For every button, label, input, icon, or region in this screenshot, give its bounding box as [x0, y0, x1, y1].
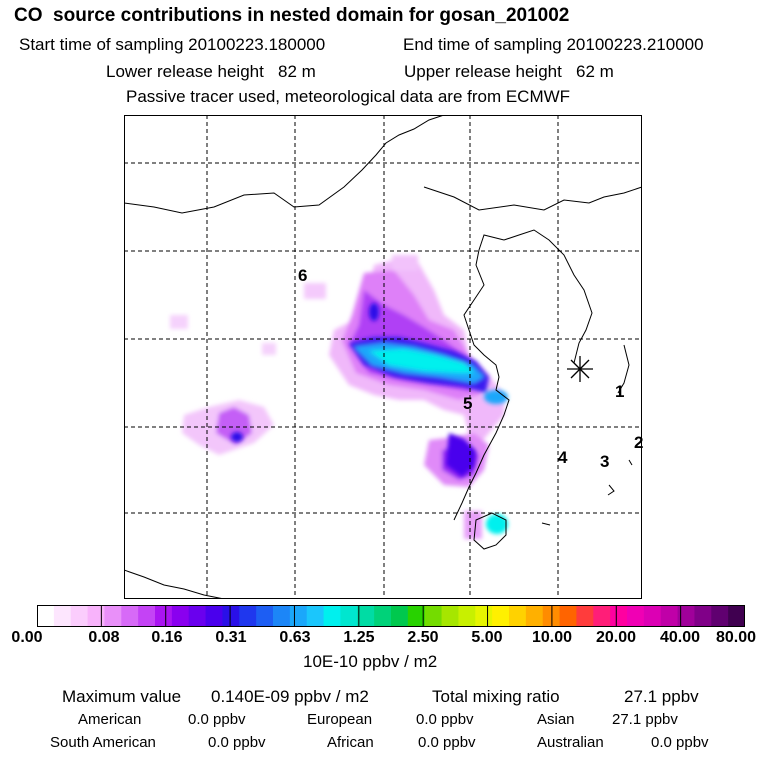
source-value: 0.0 ppbv — [651, 734, 709, 751]
source-value: 0.0 ppbv — [418, 734, 476, 751]
colorbar-tick: 80.00 — [715, 629, 757, 646]
colorbar-swatch — [492, 605, 510, 627]
max-value-label: Maximum value — [62, 687, 182, 706]
colorbar-swatch — [627, 605, 645, 627]
colorbar-swatch — [155, 605, 173, 627]
concentration-core — [231, 303, 508, 534]
colorbar-frame — [37, 605, 745, 627]
colorbar-swatch — [475, 605, 493, 627]
colorbar-swatch — [138, 605, 156, 627]
source-value: 0.0 ppbv — [188, 711, 246, 728]
colorbar-swatch — [610, 605, 628, 627]
colorbar-swatch — [694, 605, 712, 627]
colorbar-swatch — [559, 605, 578, 627]
colorbar-swatch — [407, 605, 426, 627]
colorbar-tick: 0.16 — [151, 629, 183, 646]
tracer-note: Passive tracer used, meteorological data… — [126, 87, 571, 106]
colorbar-swatch — [323, 605, 342, 627]
colorbar-swatch — [70, 605, 89, 627]
colorbar-swatch — [273, 605, 291, 627]
colorbar-swatch — [593, 605, 611, 627]
colorbar-tick: 40.00 — [659, 629, 701, 646]
colorbar-swatch — [525, 605, 544, 627]
total-mixing-label: Total mixing ratio — [432, 687, 560, 706]
total-mixing-value: 27.1 ppbv — [624, 687, 699, 706]
colorbar-tick: 0.08 — [88, 629, 120, 646]
colorbar-swatch — [340, 605, 358, 627]
colorbar-swatch — [121, 605, 139, 627]
source-name: South American — [50, 734, 156, 751]
colorbar-swatch — [728, 605, 745, 627]
end-time: End time of sampling 20100223.210000 — [403, 35, 704, 54]
colorbar-swatch — [660, 605, 679, 627]
colorbar-swatch — [458, 605, 476, 627]
source-name: Asian — [537, 711, 575, 728]
source-value: 27.1 ppbv — [612, 711, 678, 728]
colorbar-swatch — [391, 605, 409, 627]
colorbar-swatch — [188, 605, 207, 627]
colorbar-swatch — [205, 605, 224, 627]
lat-lon-grid — [124, 115, 642, 599]
map-frame — [124, 115, 642, 599]
max-value: 0.140E-09 ppbv / m2 — [211, 687, 369, 706]
region-label-6: 6 — [298, 266, 308, 285]
colorbar-tick: 20.00 — [595, 629, 637, 646]
source-value: 0.0 ppbv — [208, 734, 266, 751]
colorbar-swatch — [357, 605, 375, 627]
region-label-2: 2 — [634, 433, 644, 452]
colorbar-swatch — [289, 605, 308, 627]
colorbar-tick: 2.50 — [407, 629, 439, 646]
upper-release-height: Upper release height 62 m — [404, 62, 614, 81]
colorbar-swatch — [711, 605, 729, 627]
colorbar-swatch — [643, 605, 662, 627]
source-name: American — [78, 711, 142, 728]
source-name: European — [307, 711, 373, 728]
colorbar-swatch — [87, 605, 106, 627]
region-label-3: 3 — [600, 452, 610, 471]
colorbar-swatch — [104, 605, 122, 627]
source-name: Australian — [537, 734, 604, 751]
plot-title: CO source contributions in nested domain… — [14, 5, 570, 26]
station-star-icon — [567, 356, 593, 382]
colorbar-swatch — [576, 605, 594, 627]
region-label-4: 4 — [558, 448, 568, 467]
colorbar-swatch — [222, 605, 240, 627]
colorbar-tick: 5.00 — [471, 629, 503, 646]
colorbar-tick: 0.63 — [279, 629, 311, 646]
colorbar-tick: 1.25 — [343, 629, 375, 646]
colorbar-swatch — [374, 605, 392, 627]
colorbar — [37, 605, 745, 627]
colorbar-swatch — [171, 605, 190, 627]
map-panel — [124, 115, 642, 599]
colorbar-swatch — [53, 605, 72, 627]
colorbar-swatch — [306, 605, 325, 627]
colorbar-swatch — [424, 605, 443, 627]
source-name: African — [327, 734, 374, 751]
colorbar-units: 10E-10 ppbv / m2 — [303, 652, 438, 671]
colorbar-tick: 0.00 — [11, 629, 43, 646]
colorbar-swatch — [256, 605, 274, 627]
coastlines — [124, 115, 642, 599]
region-label-5: 5 — [463, 394, 473, 413]
lower-release-height: Lower release height 82 m — [106, 62, 316, 81]
colorbar-tick: 10.00 — [531, 629, 573, 646]
colorbar-tick: 0.31 — [215, 629, 247, 646]
colorbar-swatch — [37, 605, 55, 627]
colorbar-swatch — [441, 605, 460, 627]
source-value: 0.0 ppbv — [416, 711, 474, 728]
start-time: Start time of sampling 20100223.180000 — [19, 35, 326, 54]
colorbar-swatch — [677, 605, 696, 627]
colorbar-swatch — [239, 605, 257, 627]
colorbar-swatch — [509, 605, 527, 627]
concentration-plume — [170, 255, 504, 539]
region-label-1: 1 — [615, 382, 625, 401]
